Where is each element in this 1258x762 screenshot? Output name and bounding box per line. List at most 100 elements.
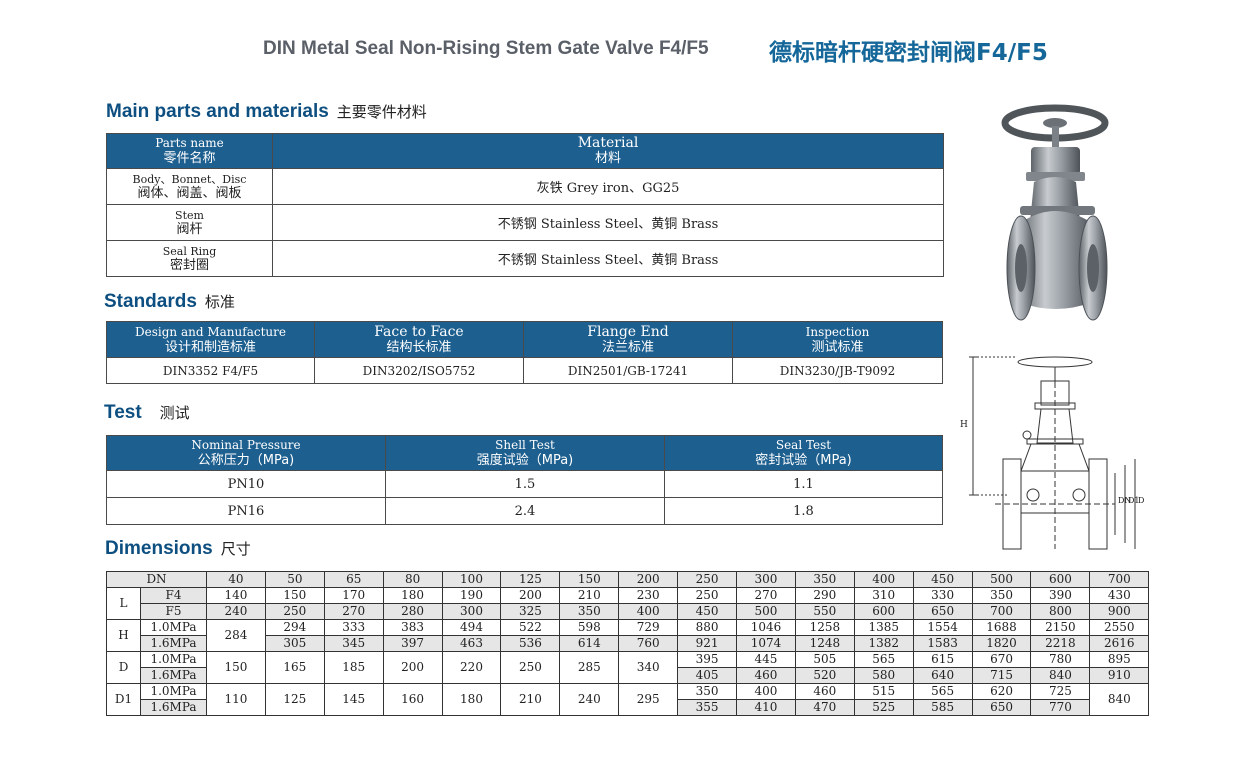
dim-cell: 1583	[912, 635, 973, 652]
standards-heading: Standards 标准	[104, 291, 235, 313]
test-cell: 1.1	[664, 470, 943, 498]
dim-cell: 515	[853, 683, 914, 700]
dim-cell: 210	[559, 587, 620, 604]
dim-cell: 2150	[1030, 619, 1091, 636]
dim-cell: 715	[971, 667, 1032, 684]
gate-valve-photo	[1001, 104, 1109, 321]
dim-sublabel: 1.6MPa	[140, 699, 207, 716]
dim-cell: 410	[736, 699, 796, 716]
dim-cell: 310	[853, 587, 914, 604]
standards-col: Face to Face 结构长标准	[314, 321, 524, 358]
part-material: 不锈钢 Stainless Steel、黄铜 Brass	[272, 240, 944, 277]
dim-cell: 921	[677, 635, 738, 652]
dim-cell: 350	[559, 603, 620, 620]
dim-cell: 460	[736, 667, 796, 684]
table-row: 1.6MPa 305 345 397 463 536 614 760 921 1074 1248 13…	[107, 635, 1150, 652]
table-row: DIN3352 F4/F5 DIN3202/ISO5752 DIN2501/GB…	[106, 357, 943, 384]
dim-cell: 250	[677, 587, 738, 604]
dim-cell: 110	[206, 683, 266, 716]
standard-value: DIN3230/JB-T9092	[732, 357, 943, 384]
drawing-label-d1: D1	[1128, 496, 1140, 505]
dim-cell: 395	[677, 651, 738, 668]
dim-cell: 650	[971, 699, 1032, 716]
dim-cell: 240	[206, 603, 266, 620]
test-col: Seal Test 密封试验（MPa)	[664, 435, 943, 471]
dim-cell: 600	[853, 603, 914, 620]
table-row: D 1.0MPa 150 165 185 200 220 250 285 340 395 445 505…	[106, 651, 1150, 684]
dn-value: 65	[323, 571, 384, 588]
test-cell: 2.4	[385, 497, 665, 525]
test-heading-en: Test	[104, 402, 142, 423]
dim-cell: 565	[853, 651, 914, 668]
dim-cell: 729	[618, 619, 679, 636]
dim-cell: 460	[794, 683, 855, 700]
test-cell: PN16	[106, 497, 386, 525]
part-name: Stem 阀杆	[106, 204, 273, 241]
dim-cell: 250	[500, 651, 561, 684]
dim-cell: 390	[1030, 587, 1091, 604]
dim-cell: 780	[1030, 651, 1091, 668]
dim-cell: 230	[618, 587, 679, 604]
dim-cell: 565	[912, 683, 973, 700]
drawing-label-d: D	[1138, 496, 1144, 505]
dim-cell: 598	[559, 619, 620, 636]
dim-cell: 895	[1089, 651, 1150, 668]
dim-cell: 210	[500, 683, 561, 716]
dn-value: 100	[441, 571, 502, 588]
dim-cell: 2616	[1089, 635, 1150, 652]
dim-cell: 333	[323, 619, 384, 636]
dim-cell: 430	[1089, 587, 1150, 604]
test-cell: 1.5	[385, 470, 665, 498]
dim-cell: 185	[323, 651, 384, 684]
dim-cell: 355	[677, 699, 738, 716]
dim-cell: 280	[382, 603, 443, 620]
dim-cell: 325	[500, 603, 561, 620]
dim-cell: 330	[912, 587, 973, 604]
dim-cell: 290	[794, 587, 855, 604]
dn-value: 400	[853, 571, 914, 588]
dim-cell: 345	[323, 635, 384, 652]
dim-sublabel: 1.0MPa	[140, 683, 207, 700]
dim-cell: 190	[441, 587, 502, 604]
dim-cell: 900	[1089, 603, 1150, 620]
dim-cell: 494	[441, 619, 502, 636]
dim-cell: 250	[264, 603, 325, 620]
dim-cell: 400	[736, 683, 796, 700]
table-row: Seal Ring 密封圈 不锈钢 Stainless Steel、黄铜 Bras…	[106, 240, 944, 277]
dim-sublabel: 1.0MPa	[140, 651, 207, 668]
dim-cell: 165	[264, 651, 325, 684]
standard-value: DIN3202/ISO5752	[314, 357, 524, 384]
test-heading: Test 测试	[104, 402, 190, 424]
dim-cell: 270	[323, 603, 384, 620]
dimensions-heading-en: Dimensions	[105, 538, 213, 559]
standards-heading-en: Standards	[104, 291, 197, 312]
dim-cell: 220	[441, 651, 502, 684]
dim-cell: 1688	[971, 619, 1032, 636]
dn-value: 40	[206, 571, 266, 588]
dim-cell: 350	[677, 683, 738, 700]
dim-cell: 1248	[794, 635, 855, 652]
standards-col: Flange End 法兰标准	[523, 321, 733, 358]
dim-cell: 140	[206, 587, 266, 604]
dim-cell: 1046	[736, 619, 796, 636]
dn-value: 700	[1089, 571, 1150, 588]
dim-cell: 536	[500, 635, 561, 652]
dn-value: 500	[971, 571, 1032, 588]
dim-cell: 200	[500, 587, 561, 604]
test-cell: 1.8	[664, 497, 943, 525]
dim-cell: 2218	[1030, 635, 1091, 652]
table-row: L F4 140 150 170 180 190 200 210 230 250 270 290 310 3…	[106, 587, 1150, 620]
dim-cell: 800	[1030, 603, 1091, 620]
dim-sublabel: 1.6MPa	[140, 667, 207, 684]
dim-cell: 463	[441, 635, 502, 652]
dim-cell: 145	[323, 683, 384, 716]
standards-heading-cn: 标准	[204, 293, 235, 311]
dim-cell: 270	[736, 587, 796, 604]
dim-cell: 760	[618, 635, 679, 652]
dim-cell: 640	[912, 667, 973, 684]
test-col: Nominal Pressure 公称压力（MPa)	[106, 435, 386, 471]
dim-cell: 522	[500, 619, 561, 636]
dim-cell: 400	[618, 603, 679, 620]
dim-cell: 295	[618, 683, 679, 716]
dim-cell: 450	[677, 603, 738, 620]
